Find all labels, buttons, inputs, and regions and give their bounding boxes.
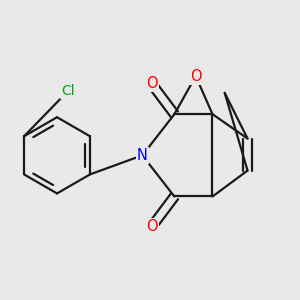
Text: O: O	[146, 76, 157, 91]
Text: Cl: Cl	[61, 84, 74, 98]
Text: O: O	[190, 69, 202, 84]
Text: N: N	[137, 148, 148, 163]
Text: O: O	[146, 220, 157, 235]
